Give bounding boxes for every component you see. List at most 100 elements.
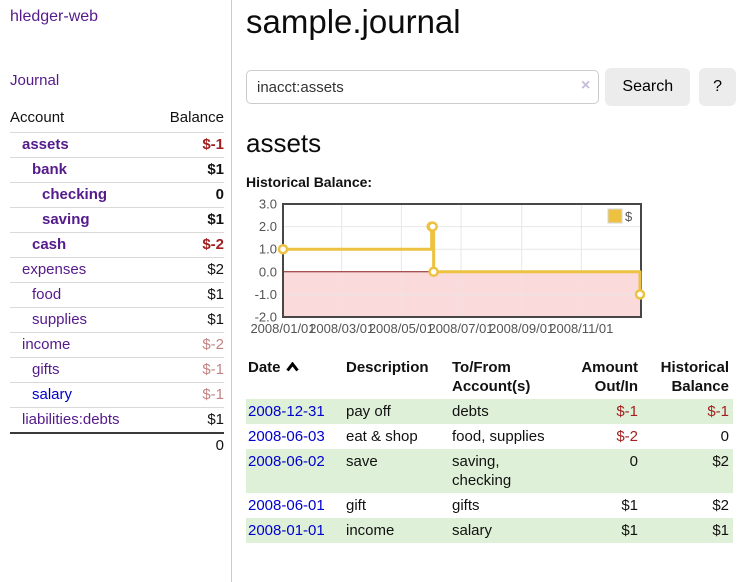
sidebar-account-link[interactable]: cash	[32, 236, 67, 253]
account-name-cell: checking	[10, 182, 154, 208]
register-description: gift	[346, 497, 367, 514]
register-amount: $1	[621, 497, 638, 514]
chart-point	[428, 266, 439, 278]
sidebar-account-link[interactable]: saving	[42, 211, 90, 228]
sidebar-account-link[interactable]: checking	[42, 186, 108, 203]
register-balance: 0	[720, 428, 729, 445]
account-name-cell: bank	[10, 157, 154, 183]
register-date-link[interactable]: 2008-06-02	[248, 453, 325, 470]
register-date-link[interactable]: 2008-12-31	[248, 403, 325, 420]
account-name-cell: liabilities:debts	[10, 407, 154, 433]
chart-x-tick-label: 2008/03/01	[309, 321, 374, 336]
register-header-accounts: To/From Account(s)	[452, 359, 531, 395]
chart-y-tick-label: -2.0	[255, 310, 277, 325]
account-balance: $1	[153, 407, 224, 433]
sidebar-account-link[interactable]: food	[32, 286, 62, 303]
register-row: 2008-06-01 gift gifts $1 $2	[246, 493, 733, 518]
register-description: eat & shop	[346, 428, 418, 445]
register-accounts: salary	[452, 522, 493, 539]
account-balance: $1	[153, 307, 224, 333]
register-date-cell: 2008-06-02	[246, 449, 344, 493]
account-row: bank $1	[10, 157, 224, 183]
account-balance: $-1	[153, 357, 224, 383]
account-name-cell: saving	[10, 207, 154, 233]
account-name-cell: supplies	[10, 307, 154, 333]
register-date-cell: 2008-06-03	[246, 424, 344, 449]
register-header-date[interactable]: Date	[246, 355, 344, 399]
account-name-cell: food	[10, 282, 154, 308]
nav-journal-link[interactable]: Journal	[10, 72, 60, 89]
register-description: income	[346, 522, 395, 539]
sidebar-account-link[interactable]: salary	[32, 386, 73, 403]
register-accounts: gifts	[452, 497, 480, 514]
accounts-header-balance: Balance	[169, 109, 224, 126]
chart-y-tick-label: 1.0	[259, 242, 277, 257]
account-balance: $2	[153, 257, 224, 283]
register-row: 2008-01-01 income salary $1 $1	[246, 518, 733, 543]
register-header-date-label: Date	[248, 359, 281, 376]
account-row: cash $-2	[10, 232, 224, 258]
register-accounts: debts	[452, 403, 489, 420]
chart-x-tick-label: 2008/01/01	[250, 321, 315, 336]
sidebar-account-link[interactable]: assets	[22, 136, 69, 153]
sidebar-account-link[interactable]: liabilities:debts	[22, 411, 120, 428]
accounts-total-row: 0	[10, 432, 224, 458]
register-amount: $-1	[616, 403, 638, 420]
register-header-description: Description	[346, 359, 429, 376]
help-button[interactable]: ?	[699, 68, 736, 106]
account-balance: $1	[153, 207, 224, 233]
account-title: assets	[246, 128, 322, 158]
register-header-row: Date Description To/From Account(s) Amou…	[246, 355, 733, 399]
account-balance: $1	[153, 282, 224, 308]
register-date-link[interactable]: 2008-06-01	[248, 497, 325, 514]
account-name-cell: cash	[10, 232, 154, 258]
sidebar-account-link[interactable]: gifts	[32, 361, 60, 378]
register-description: save	[346, 453, 378, 470]
app-brand-link[interactable]: hledger-web	[10, 8, 99, 25]
chart-x-tick-label: 2008/05/01	[369, 321, 434, 336]
search-button[interactable]: Search	[605, 68, 691, 106]
register-row: 2008-06-03 eat & shop food, supplies $-2 0	[246, 424, 733, 449]
account-name-cell: expenses	[10, 257, 154, 283]
search-input-wrap: ×	[246, 70, 600, 104]
sidebar-account-link[interactable]: supplies	[32, 311, 88, 328]
main-content: sample.journal × Search ? assets Histori…	[233, 0, 742, 543]
sidebar-account-link[interactable]: bank	[32, 161, 68, 178]
register-balance: $2	[712, 497, 729, 514]
chart-title: Historical Balance:	[246, 174, 373, 190]
register-balance: $-1	[707, 403, 729, 420]
register-date-link[interactable]: 2008-01-01	[248, 522, 325, 539]
account-row: saving $1	[10, 207, 224, 233]
chart-border	[282, 203, 642, 318]
chart-y-tick-label: 3.0	[259, 197, 277, 212]
sidebar: hledger-web Journal Account Balance asse…	[0, 0, 232, 582]
chart-y-tick-label: 2.0	[259, 219, 277, 234]
register-description: pay off	[346, 403, 391, 420]
register-balance: $1	[712, 522, 729, 539]
account-name-cell: income	[10, 332, 154, 358]
search-input[interactable]	[246, 70, 600, 104]
historical-balance-chart: $3.0 2.0 1.0 0.0 -1.0 -2.02008/01/012008/03/0…	[250, 197, 646, 336]
chart-legend-label: $	[625, 209, 633, 224]
accounts-header-row: Account Balance	[10, 107, 224, 133]
account-balance: $-1	[153, 382, 224, 408]
sidebar-account-link[interactable]: expenses	[22, 261, 87, 278]
accounts-total-spacer	[10, 432, 154, 458]
register-amount: $1	[621, 522, 638, 539]
account-balance: $-2	[153, 232, 224, 258]
sidebar-account-link[interactable]: income	[22, 336, 71, 353]
register-accounts: food, supplies	[452, 428, 545, 445]
account-balance: 0	[153, 182, 224, 208]
register-date-cell: 2008-06-01	[246, 493, 344, 518]
register-date-cell: 2008-12-31	[246, 399, 344, 424]
accounts-table: Account Balance assets $-1 bank $1 checking 0…	[10, 107, 224, 458]
register-header-balance: Historical Balance	[660, 359, 729, 395]
clear-search-icon[interactable]: ×	[581, 77, 591, 94]
register-amount: 0	[629, 453, 638, 470]
register-header-amount: Amount Out/In	[581, 359, 638, 395]
account-row: assets $-1	[10, 132, 224, 158]
register-date-link[interactable]: 2008-06-03	[248, 428, 325, 445]
account-row: liabilities:debts $1	[10, 407, 224, 433]
account-name-cell: salary	[10, 382, 154, 408]
account-row: food $1	[10, 282, 224, 308]
